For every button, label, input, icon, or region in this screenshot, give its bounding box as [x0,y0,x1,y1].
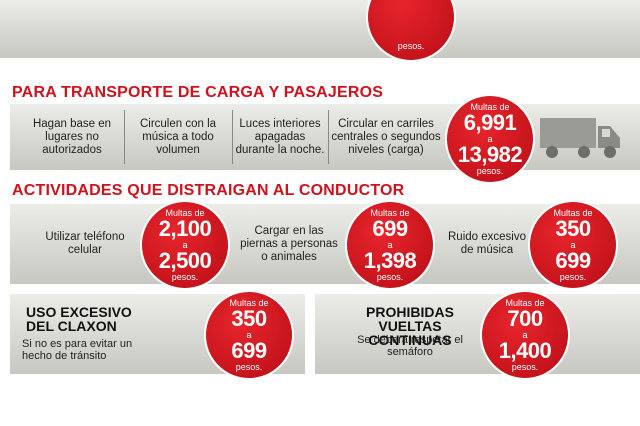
fine-label: Multas de [505,298,545,308]
fine-unit: pesos. [559,272,587,282]
fine-min: 700 [507,306,543,331]
panel-title: USO EXCESIVO DEL CLAXON [26,304,132,334]
fine-connector: a [182,240,188,250]
fine-connector: a [246,330,252,340]
panel [0,0,640,58]
fine-unit: pesos. [376,272,404,282]
fine-label: Multas de [229,298,269,308]
fine-max: 699 [555,248,591,273]
panel-note: Se deberá respetar el semáforo [357,334,463,358]
item: Circulen con la música a todo volumen [139,117,217,156]
panel [315,294,640,374]
panel [10,104,640,170]
fine-connector: a [570,240,576,250]
fine-max: 1,400 [498,338,552,363]
item: Luces interiores apagadas durante la noc… [235,117,325,156]
fine-badge: Multas de 699 a 1,398 pesos. [347,202,433,288]
fine-min: 350 [555,216,591,241]
fine-unit: pesos. [171,272,199,282]
fine-connector: a [487,134,493,144]
separator [328,110,329,164]
fine-max: 699 [231,338,267,363]
fine-connector: a [522,330,528,340]
fine-badge: Multas de 350 a 699 pesos. [206,292,292,378]
item: Hagan base en lugares no autorizados [32,117,111,156]
fine-label: Multas de [165,208,205,218]
fine-label: Multas de [470,102,510,112]
fine-min: 350 [231,306,267,331]
fine-max: 1,398 [363,248,417,273]
fine-badge: Multas de 2,100 a 2,500 pesos. [142,202,228,288]
separator [232,110,233,164]
panel-note: Si no es para evitar un hecho de tránsit… [22,338,133,362]
fine-connector: a [387,240,393,250]
fine-min: 2,100 [158,216,212,241]
item: Circular en carriles centrales o segundo… [331,117,441,156]
separator [124,110,125,164]
truck-icon [540,118,620,158]
fine-label: Multas de [370,208,410,218]
item: Cargar en las piernas a personas o anima… [240,224,338,263]
section-title: PARA TRANSPORTE DE CARGA Y PASAJEROS [12,84,384,101]
fine-badge: Multas de 6,991 a 13,982 pesos. [447,96,533,182]
fine-badge: Multas de 350 a 699 pesos. [530,202,616,288]
fine-unit: pesos. [397,41,425,51]
fine-max: 13,982 [457,142,523,167]
fine-label: Multas de [553,208,593,218]
fine-unit: pesos. [511,362,539,372]
item: Ruido excesivo de música [448,231,526,256]
panel-title: PROHIBIDAS VUELTAS CONTINUAS [366,304,454,348]
section-title: ACTIVIDADES QUE DISTRAIGAN AL CONDUCTOR [12,182,405,199]
item: Utilizar teléfono celular [45,231,125,256]
fine-max: 2,500 [158,248,212,273]
fine-badge: Multas de 700 a 1,400 pesos. [482,292,568,378]
fine-min: 6,991 [463,110,517,135]
fine-unit: pesos. [235,362,263,372]
fine-unit: pesos. [476,166,504,176]
fine-min: 699 [372,216,408,241]
